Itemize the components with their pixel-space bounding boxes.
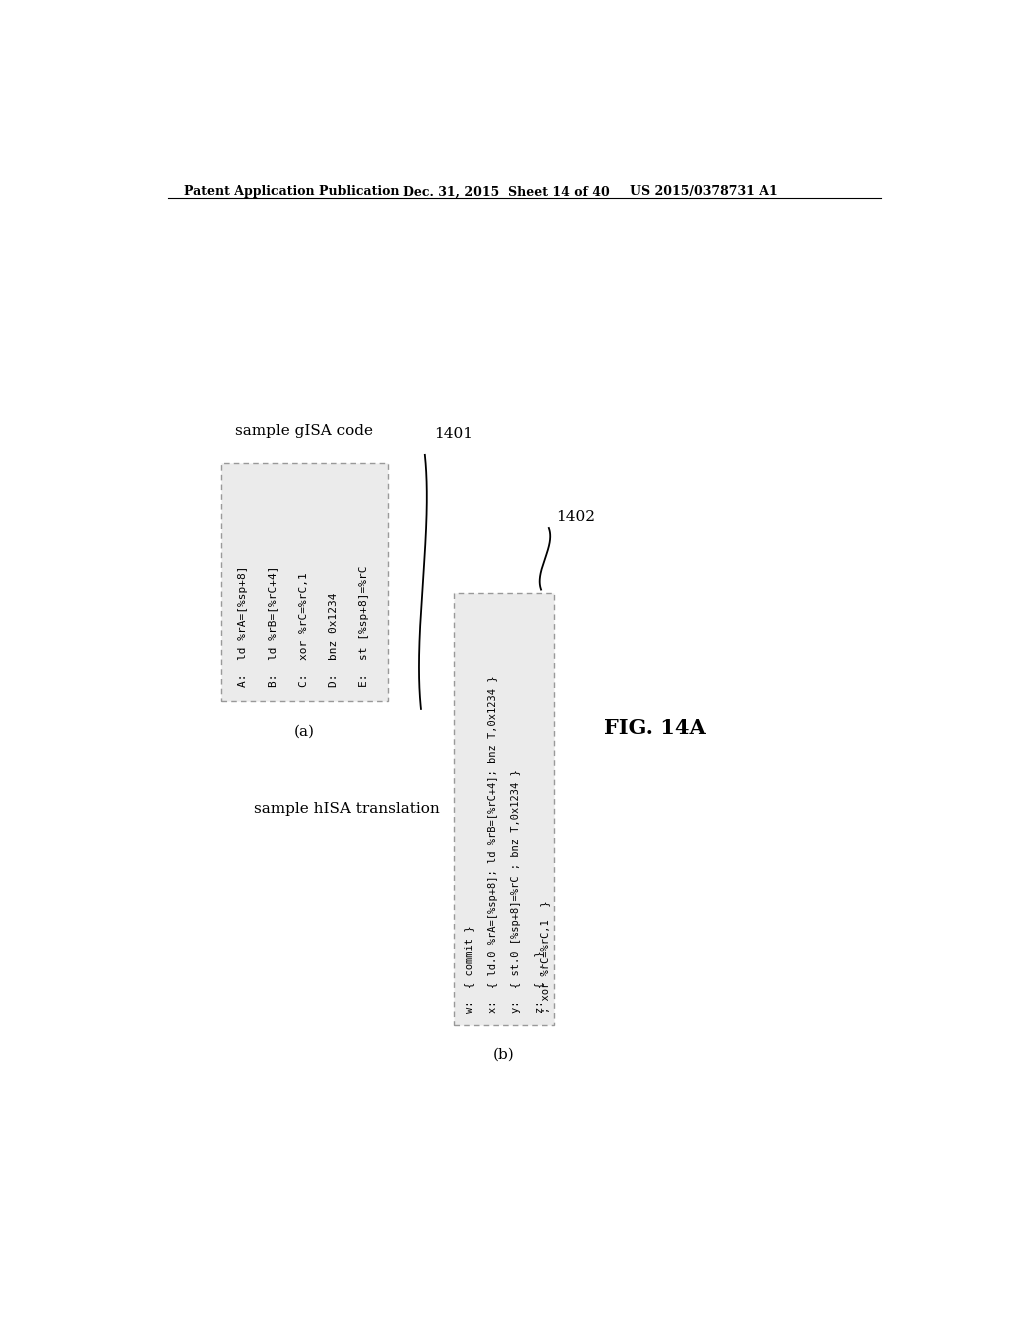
Text: FIG. 14A: FIG. 14A: [604, 718, 706, 738]
Text: C:  xor %rC=%rC,1: C: xor %rC=%rC,1: [299, 573, 308, 688]
FancyBboxPatch shape: [454, 594, 554, 1024]
Text: (a): (a): [294, 725, 314, 738]
Text: ; xor %rC=%rC,1  }: ; xor %rC=%rC,1 }: [541, 900, 550, 1014]
Text: w:  { commit }: w: { commit }: [464, 925, 474, 1014]
Text: z:  { .. }: z: { .. }: [535, 950, 544, 1014]
Text: Patent Application Publication: Patent Application Publication: [183, 185, 399, 198]
Text: Dec. 31, 2015  Sheet 14 of 40: Dec. 31, 2015 Sheet 14 of 40: [403, 185, 610, 198]
Text: E:  st [%sp+8]=%rC: E: st [%sp+8]=%rC: [359, 566, 370, 688]
Text: B:  ld %rB=[%rC+4]: B: ld %rB=[%rC+4]: [268, 566, 279, 688]
Text: US 2015/0378731 A1: US 2015/0378731 A1: [630, 185, 778, 198]
Text: y:  { st.0 [%sp+8]=%rC ; bnz T,0x1234 }: y: { st.0 [%sp+8]=%rC ; bnz T,0x1234 }: [511, 770, 521, 1014]
FancyBboxPatch shape: [221, 462, 388, 701]
Text: x:  { ld.0 %rA=[%sp+8]; ld %rB=[%rC+4]; bnz T,0x1234 }: x: { ld.0 %rA=[%sp+8]; ld %rB=[%rC+4]; b…: [487, 676, 498, 1014]
Text: 1402: 1402: [556, 510, 595, 524]
Text: sample hISA translation: sample hISA translation: [254, 803, 439, 816]
Text: sample gISA code: sample gISA code: [236, 424, 374, 438]
Text: A:  ld %rA=[%sp+8]: A: ld %rA=[%sp+8]: [238, 566, 248, 688]
Text: 1401: 1401: [434, 426, 473, 441]
Text: (b): (b): [493, 1048, 515, 1061]
Text: D:  bnz 0x1234: D: bnz 0x1234: [329, 593, 339, 688]
